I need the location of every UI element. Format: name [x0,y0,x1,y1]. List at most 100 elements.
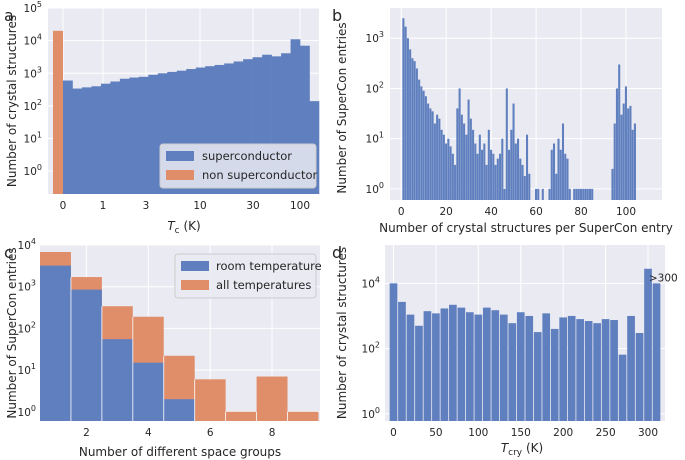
y-tick-label: 101 [366,131,384,146]
y-tick-label: 105 [24,0,42,15]
bar-entry-count [550,149,553,200]
bar-entry-count [469,118,472,200]
y-axis-label: Number of crystal structures [5,15,19,187]
y-tick-label: 103 [24,65,42,80]
y-tick-label: 104 [18,237,36,252]
y-tick-label: 100 [366,181,384,196]
bar-entry-count [413,61,416,200]
panel-label: c [4,243,13,262]
bar-crystal-structures [389,283,398,421]
y-axis-label: Number of SuperCon entries [335,22,349,193]
bar-entry-count [566,158,569,200]
x-tick-label: 100 [616,206,636,218]
y-tick-label: 104 [24,33,42,48]
bar-entry-count [490,149,493,200]
legend: room temperature all temperatures [174,253,322,299]
bar-superconductor [63,80,73,194]
x-tick-label: 250 [596,427,616,439]
bar-crystal-structures [550,328,559,421]
bar-room-temperature [70,289,102,421]
bar-superconductor [252,57,263,195]
bar-crystal-structures [482,307,491,421]
x-tick-label: 1 [100,200,107,212]
bar-entry-count [485,164,488,200]
x-tick-label: 100 [468,427,488,439]
bar-superconductor [290,39,301,194]
y-axis-label: Number of crystal structures [335,247,349,419]
bar-entry-count [512,103,515,200]
bar-superconductor [110,81,121,194]
bar-entry-count [499,153,502,200]
x-tick-label: 10 [193,200,206,212]
bar-entry-count [411,58,414,200]
bar-entry-count [494,164,497,200]
x-tick-label: 150 [511,427,531,439]
bar-entry-count [633,123,636,200]
y-tick-label: 102 [362,341,380,356]
bar-entry-count [622,103,625,200]
bar-entry-count [613,123,616,200]
x-tick-label: 3 [143,200,150,212]
bar-entry-count [631,129,634,200]
bar-entry-count [467,99,470,200]
bar-crystal-structures [567,315,576,421]
bar-entry-count [615,88,618,200]
bar-crystal-structures [559,317,568,421]
bar-entry-count [611,168,614,200]
bar-entry-count [629,105,632,200]
bar-entry-count [526,134,529,200]
bar-crystal-structures [542,313,551,421]
bar-superconductor [91,86,102,194]
panel-b: b 100 101 102 103 0 20 40 60 80 100 Number of cryst… [332,6,673,235]
bar-entry-count [582,188,585,200]
bar-entry-count [505,88,508,200]
bar-superconductor [167,71,178,194]
bar-entry-count [624,86,627,200]
bar-entry-count [517,138,520,200]
y-tick-label: 104 [362,275,380,290]
bar-entry-count [508,149,511,200]
bar-crystal-structures [432,313,440,421]
x-tick-label: 2 [83,427,90,439]
bar-entry-count [568,188,571,200]
bar-entry-count [541,188,544,200]
bar-crystal-structures [601,319,610,421]
bar-entry-count [415,68,418,200]
y-tick-label: 102 [18,320,36,335]
bar-entry-count [420,86,423,200]
bar-entry-count [424,96,427,200]
x-tick-label: 0 [60,200,67,212]
x-axis-label: Number of different space groups [79,445,281,459]
bar-entry-count [618,64,621,200]
bar-entry-count [557,138,560,200]
plot-area [385,245,665,421]
bar-superconductor [205,66,216,194]
x-tick-label: 4 [145,427,152,439]
bar-crystal-structures [516,312,525,421]
x-tick-label: 8 [269,427,276,439]
bar-superconductor [195,67,206,194]
bar-crystal-structures [576,319,584,421]
y-tick-label: 103 [366,30,384,45]
bar-room-temperature [40,265,71,421]
y-tick-label: 100 [362,406,380,421]
bar-entry-count [503,188,506,200]
bar-crystal-structures [644,268,652,421]
bar-crystal-structures [525,315,534,421]
bar-superconductor [300,45,310,194]
annotation-over-300: >300 [649,272,678,284]
bar-entry-count [449,146,452,200]
x-axis-label: Tc (K) [167,219,200,236]
y-tick-label: 101 [18,362,36,377]
bar-entry-count [620,114,623,200]
bar-superconductor [262,54,272,194]
panel-d: d 100 102 104 0 50 100 150 200 250 300 >300 Tcry (K)… [332,243,678,458]
bar-superconductor [72,88,83,194]
bar-crystal-structures [457,307,466,421]
bar-entry-count [456,108,459,200]
bar-entry-count [440,129,443,200]
bar-superconductor [176,70,187,194]
bar-entry-count [537,188,540,200]
bar-entry-count [492,153,495,200]
bar-non-superconductor [53,30,63,194]
